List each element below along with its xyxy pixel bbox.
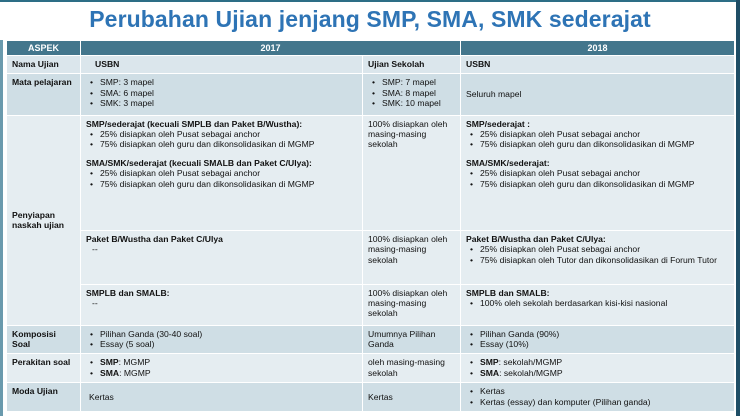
naskah-2018-sma-title: SMA/SMK/sederajat: [466, 157, 550, 168]
perakitan-label-smp: SMP [100, 357, 119, 368]
right-border-bar [736, 0, 740, 416]
naskah-paket-title: Paket B/Wustha dan Paket C/Ulya [86, 233, 223, 244]
header-aspek: ASPEK [6, 39, 81, 57]
komposisi-usbn-2017: Pilihan Ganda (30-40 soal) Essay (5 soal… [80, 324, 363, 355]
naskah-2018-lb-title: SMPLB dan SMALB: [466, 287, 550, 298]
list-item: Kertas (essay) dan komputer (Pilihan gan… [466, 397, 729, 408]
list-item: SMA: 6 mapel [86, 88, 357, 99]
naskah-us-2017-block2: 100% disiapkan oleh masing-masing sekola… [362, 229, 461, 285]
aspek-naskah: Penyiapan naskah ujian [6, 114, 81, 326]
naskah-us-2017-block1: 100% disiapkan oleh masing-masing sekola… [362, 114, 461, 231]
top-border-bar [0, 0, 740, 2]
table-subheader-row: Nama Ujian USBN Ujian Sekolah USBN [6, 55, 735, 75]
mapel-2018: Seluruh mapel [460, 73, 735, 116]
aspek-komposisi: Komposisi Soal [6, 324, 81, 355]
aspek-mapel: Mata pelajaran [6, 73, 81, 116]
table-row-perakitan: Perakitan soal SMP: MGMP SMA: MGMP oleh … [6, 353, 735, 384]
perakitan-2018: SMP: sekolah/MGMP SMA: sekolah/MGMP [460, 353, 735, 384]
list-item: SMP: 3 mapel [86, 77, 357, 88]
list-item: 25% disiapkan oleh Pusat sebagai anchor [86, 129, 357, 140]
table-header-row: ASPEK 2017 2018 [6, 39, 735, 57]
list-item: Pilihan Ganda (30-40 soal) [86, 329, 357, 340]
moda-usbn-2017: Kertas [80, 382, 363, 412]
list-item: 25% disiapkan oleh Pusat sebagai anchor [466, 168, 729, 179]
komposisi-us-2017: Umumnya Pilihan Ganda [362, 324, 461, 355]
list-item: 25% disiapkan oleh Pusat sebagai anchor [466, 244, 729, 255]
naskah-2018-paket-title: Paket B/Wustha dan Paket C/Ulya: [466, 233, 606, 244]
naskah-usbn-2017-block2: Paket B/Wustha dan Paket C/Ulya -- [80, 229, 363, 285]
list-item: 25% disiapkan oleh Pusat sebagai anchor [86, 168, 357, 179]
list-item: Kertas [466, 386, 729, 397]
cell-ujian-sekolah-2017: Ujian Sekolah [362, 55, 461, 75]
perakitan-usbn-2017: SMP: MGMP SMA: MGMP [80, 353, 363, 384]
comparison-table: ASPEK 2017 2018 Nama Ujian USBN Ujian Se… [6, 39, 735, 412]
perakitan-label-sma: SMA [100, 367, 120, 378]
list-item: 75% disiapkan oleh guru dan dikonsolidas… [466, 179, 729, 190]
table-row-komposisi: Komposisi Soal Pilihan Ganda (30-40 soal… [6, 324, 735, 355]
naskah-usbn-2017-block1: SMP/sederajat (kecuali SMPLB dan Paket B… [80, 114, 363, 231]
left-border-bar [0, 40, 3, 416]
list-item: SMA: MGMP [86, 367, 357, 379]
naskah-lb-dash: -- [92, 297, 98, 308]
perakitan-2018-value: : sekolah/MGMP [498, 357, 563, 368]
list-item: SMK: 3 mapel [86, 98, 357, 109]
list-item: 75% disiapkan oleh guru dan dikonsolidas… [86, 179, 357, 190]
list-item: 75% disiapkan oleh guru dan dikonsolidas… [466, 139, 729, 150]
header-2017: 2017 [80, 39, 461, 57]
list-item: SMA: 8 mapel [368, 88, 455, 99]
perakitan-2018-label-sma: SMA [480, 367, 500, 378]
perakitan-2018-label-smp: SMP [480, 357, 499, 368]
mapel-us-2017: SMP: 7 mapel SMA: 8 mapel SMK: 10 mapel [362, 73, 461, 116]
list-item: SMK: 10 mapel [368, 98, 455, 109]
cell-usbn-2018: USBN [460, 55, 735, 75]
cell-nama-ujian: Nama Ujian [6, 55, 81, 75]
table-row-mapel: Mata pelajaran SMP: 3 mapel SMA: 6 mapel… [6, 73, 735, 116]
table-row-naskah-3: SMPLB dan SMALB: -- 100% disiapkan oleh … [7, 283, 735, 326]
naskah-lb-title: SMPLB dan SMALB: [86, 287, 170, 298]
naskah-usbn-2017-block3: SMPLB dan SMALB: -- [80, 283, 363, 326]
naskah-paket-dash: -- [92, 244, 98, 255]
perakitan-us-2017: oleh masing-masing sekolah [362, 353, 461, 384]
perakitan-value: : MGMP [118, 357, 151, 368]
komposisi-2018: Pilihan Ganda (90%) Essay (10%) [460, 324, 735, 355]
list-item: SMP: 7 mapel [368, 77, 455, 88]
list-item: 25% disiapkan oleh Pusat sebagai anchor [466, 129, 729, 140]
list-item: 100% oleh sekolah berdasarkan kisi-kisi … [466, 298, 729, 309]
list-item: Essay (10%) [466, 339, 729, 350]
moda-us-2017: Kertas [362, 382, 461, 412]
list-item: 75% disiapkan oleh guru dan dikonsolidas… [86, 139, 357, 150]
list-item: SMA: sekolah/MGMP [466, 367, 729, 379]
list-item: 75% disiapkan oleh Tutor dan dikonsolida… [466, 255, 729, 266]
naskah-us-2017-block3: 100% disiapkan oleh masing-masing sekola… [362, 283, 461, 326]
aspek-moda: Moda Ujian [6, 382, 81, 412]
list-item: SMP: sekolah/MGMP [466, 357, 729, 368]
naskah-2018-block1: SMP/sederajat : 25% disiapkan oleh Pusat… [460, 114, 735, 231]
slide-title: Perubahan Ujian jenjang SMP, SMA, SMK se… [89, 6, 651, 32]
naskah-smp-title: SMP/sederajat (kecuali SMPLB dan Paket B… [86, 118, 303, 129]
list-item: Essay (5 soal) [86, 339, 357, 350]
perakitan-value: : MGMP [119, 367, 151, 378]
naskah-sma-title: SMA/SMK/sederajat (kecuali SMALB dan Pak… [86, 157, 312, 168]
naskah-2018-block3: SMPLB dan SMALB: 100% oleh sekolah berda… [460, 283, 735, 326]
list-item: Pilihan Ganda (90%) [466, 329, 729, 340]
table-row-moda: Moda Ujian Kertas Kertas Kertas Kertas (… [6, 382, 735, 412]
aspek-perakitan: Perakitan soal [6, 353, 81, 384]
table-row-naskah-1: Penyiapan naskah ujian SMP/sederajat (ke… [6, 114, 735, 326]
naskah-2018-smp-title: SMP/sederajat : [466, 118, 530, 129]
perakitan-2018-value: : sekolah/MGMP [499, 367, 563, 378]
naskah-2018-block2: Paket B/Wustha dan Paket C/Ulya: 25% dis… [460, 229, 735, 285]
table-row-naskah-2: Paket B/Wustha dan Paket C/Ulya -- 100% … [7, 229, 735, 285]
moda-2018: Kertas Kertas (essay) dan komputer (Pili… [460, 382, 735, 412]
cell-usbn-2017: USBN [80, 55, 363, 75]
mapel-usbn-2017: SMP: 3 mapel SMA: 6 mapel SMK: 3 mapel [80, 73, 363, 116]
header-2018: 2018 [460, 39, 735, 57]
list-item: SMP: MGMP [86, 357, 357, 368]
